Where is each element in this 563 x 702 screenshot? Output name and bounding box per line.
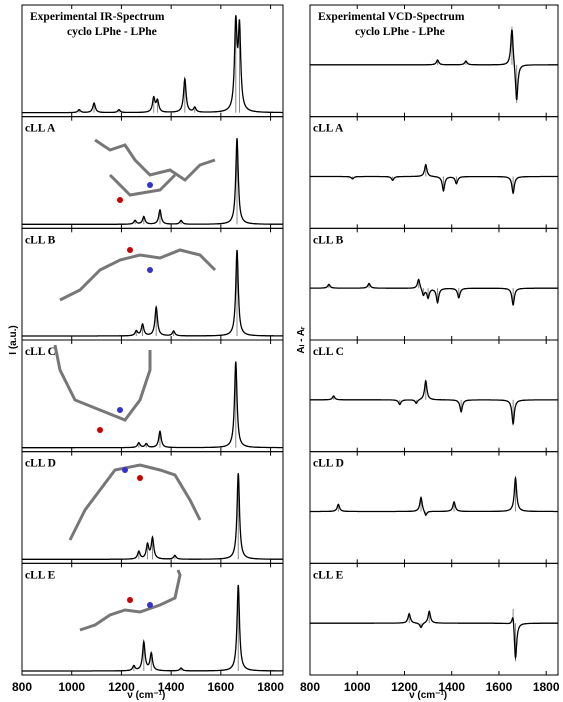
panel-title: cLL A xyxy=(313,123,344,135)
x-tick-label: 1800 xyxy=(533,680,560,694)
y-axis-label: I (a.u.) xyxy=(8,325,19,354)
molecule-a xyxy=(95,140,215,203)
panel-title: Experimental IR-Spectrum xyxy=(30,11,165,23)
panel-frame xyxy=(310,563,558,675)
envelope xyxy=(22,250,283,336)
panel-title: cLL B xyxy=(25,234,56,246)
panel-title: cLL D xyxy=(313,458,344,470)
x-tick-label: 1200 xyxy=(108,680,135,694)
panel-frame xyxy=(310,340,558,452)
envelope xyxy=(22,138,283,224)
panel-frame xyxy=(22,340,283,452)
molecule-d xyxy=(70,465,200,540)
panel-title: cLL A xyxy=(25,123,56,135)
panel-title: Experimental VCD-Spectrum xyxy=(318,11,465,23)
panel-title: cLL C xyxy=(313,346,344,358)
molecule-b xyxy=(60,247,215,300)
molecule-c xyxy=(55,345,150,433)
panel-frame xyxy=(310,452,558,564)
panel-title: cLL E xyxy=(313,569,344,581)
x-tick-label: 800 xyxy=(12,680,32,694)
envelope xyxy=(310,280,558,305)
x-tick-label: 1000 xyxy=(344,680,371,694)
x-tick-label: 1600 xyxy=(208,680,235,694)
panel-title: cLL D xyxy=(25,458,56,470)
panel-frame xyxy=(310,228,558,340)
x-tick-label: 1000 xyxy=(58,680,85,694)
envelope xyxy=(310,30,558,100)
panel-frame xyxy=(310,117,558,229)
x-tick-label: 1400 xyxy=(438,680,465,694)
x-tick-label: 1800 xyxy=(257,680,284,694)
y-axis-label: Aₗ - Aᵣ xyxy=(296,326,307,354)
panel-title: cLL C xyxy=(25,346,56,358)
molecule-e xyxy=(80,570,180,630)
x-tick-label: 1200 xyxy=(391,680,418,694)
figure: ν (cm⁻¹)Aₗ - AᵣcLL E18001600140012001000… xyxy=(0,0,563,702)
panel-frame xyxy=(22,117,283,229)
x-tick-label: 1600 xyxy=(486,680,513,694)
panel-title: cLL B xyxy=(313,234,344,246)
envelope xyxy=(310,611,558,657)
envelope xyxy=(310,165,558,194)
panel-subtitle: cyclo LPhe - LPhe xyxy=(67,26,157,38)
x-tick-label: 1400 xyxy=(158,680,185,694)
envelope xyxy=(310,381,558,424)
envelope xyxy=(22,585,283,671)
envelope xyxy=(310,478,558,515)
x-tick-label: 800 xyxy=(300,680,320,694)
panel-frame xyxy=(22,228,283,340)
panel-subtitle: cyclo LPhe - LPhe xyxy=(355,26,445,38)
panel-title: cLL E xyxy=(25,569,56,581)
